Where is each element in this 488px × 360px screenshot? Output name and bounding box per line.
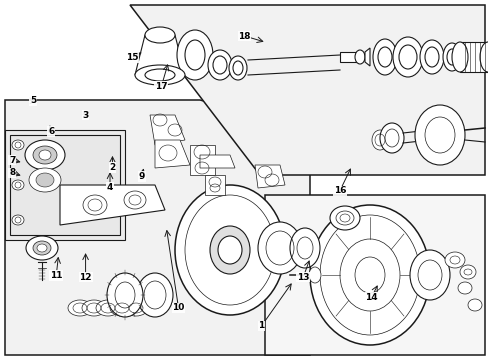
Ellipse shape [177,30,213,80]
Ellipse shape [135,65,184,85]
Text: 6: 6 [48,127,54,136]
Ellipse shape [218,236,242,264]
Text: 8: 8 [9,168,15,177]
Ellipse shape [409,250,449,300]
Text: 10: 10 [172,303,184,312]
Polygon shape [5,130,125,240]
Polygon shape [200,155,235,168]
Polygon shape [264,195,484,355]
Ellipse shape [309,205,429,345]
Ellipse shape [457,282,471,294]
Ellipse shape [36,173,54,187]
Ellipse shape [37,244,47,252]
Text: 18: 18 [238,32,250,41]
Ellipse shape [228,56,246,80]
Ellipse shape [329,206,359,230]
Ellipse shape [442,43,460,71]
Ellipse shape [124,300,148,316]
Polygon shape [459,42,487,72]
Ellipse shape [68,300,92,316]
Ellipse shape [39,150,51,160]
Ellipse shape [124,191,146,209]
Ellipse shape [308,267,320,283]
Polygon shape [204,175,224,195]
Text: 17: 17 [155,82,167,91]
Ellipse shape [289,228,319,268]
Polygon shape [254,165,285,188]
Text: 4: 4 [106,183,113,192]
Polygon shape [339,52,359,62]
Ellipse shape [467,299,481,311]
Polygon shape [150,115,184,145]
Ellipse shape [26,236,58,260]
Text: 3: 3 [82,111,88,120]
Polygon shape [135,35,184,75]
Polygon shape [60,185,164,225]
Text: 2: 2 [109,163,115,172]
Ellipse shape [207,50,231,80]
Ellipse shape [82,300,106,316]
Text: 12: 12 [79,273,92,282]
Ellipse shape [419,40,443,74]
Ellipse shape [25,140,65,170]
Ellipse shape [33,241,51,255]
Ellipse shape [12,215,24,225]
Ellipse shape [12,180,24,190]
Text: 16: 16 [333,186,346,195]
Ellipse shape [209,226,249,274]
Polygon shape [155,140,190,168]
Text: 9: 9 [138,172,145,181]
Ellipse shape [414,105,464,165]
Polygon shape [190,145,215,175]
Ellipse shape [379,123,403,153]
Ellipse shape [107,273,142,317]
Text: 15: 15 [125,53,138,62]
Text: 1: 1 [258,321,264,330]
Polygon shape [10,135,120,235]
Ellipse shape [12,140,24,150]
Ellipse shape [372,39,396,75]
Text: 14: 14 [365,292,377,302]
Text: 11: 11 [50,271,62,280]
Ellipse shape [83,195,107,215]
Text: 5: 5 [30,96,36,105]
Text: 13: 13 [296,273,309,282]
Text: 7: 7 [9,156,16,165]
Ellipse shape [354,50,364,64]
Polygon shape [364,48,369,66]
Ellipse shape [479,42,488,72]
Polygon shape [5,100,309,355]
Polygon shape [130,5,484,175]
Ellipse shape [29,168,61,192]
Ellipse shape [258,222,302,274]
Ellipse shape [459,265,475,279]
Ellipse shape [96,300,120,316]
Ellipse shape [110,300,134,316]
Ellipse shape [392,37,422,77]
Ellipse shape [175,185,285,315]
Ellipse shape [371,130,387,150]
Ellipse shape [137,273,173,317]
Ellipse shape [33,146,57,164]
Ellipse shape [145,27,175,43]
Ellipse shape [444,252,464,268]
Ellipse shape [451,42,467,72]
